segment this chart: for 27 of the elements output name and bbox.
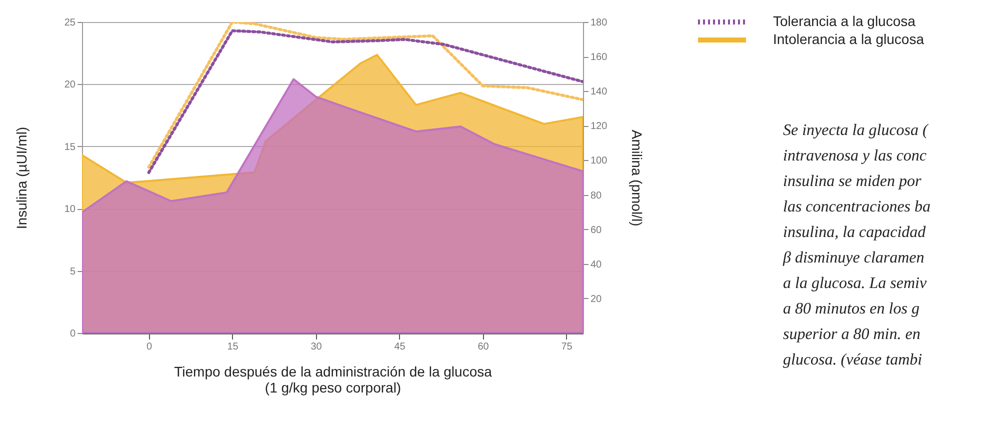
y2-tick-label: 160 — [590, 52, 608, 64]
x-tick-label: 30 — [310, 342, 322, 352]
x-tick-label: 15 — [227, 342, 239, 352]
y-tick-label: 15 — [64, 142, 76, 153]
x-tick-label: 45 — [394, 342, 406, 352]
x-tick-label: 75 — [561, 342, 573, 352]
x-tick-label: 0 — [146, 342, 153, 352]
text: Se inyecta la glucosa ( intravenosa y las conc insulina se miden por las concentraciones ba insulina, la capacidad β disminuye claramen a la glucosa. La semiv a 80 minutos en los g superior a 80 min. en glucosa. (véase tambi — [783, 122, 931, 368]
y2-tick-label: 140 — [590, 86, 608, 98]
y2-tick-label: 120 — [590, 121, 608, 132]
legend-label: Tolerancia a la glucosa — [773, 13, 916, 29]
y-tick-label: 25 — [64, 18, 76, 28]
y-tick-label: 0 — [70, 328, 76, 340]
legend-label: Intolerancia a la glucosa — [773, 31, 924, 47]
y-tick-label: 20 — [64, 80, 76, 91]
y2-tick-label: 60 — [590, 224, 602, 236]
y-tick-label: 5 — [70, 266, 76, 278]
y2-tick-label: 40 — [590, 259, 602, 270]
x-axis-title: Tiempo después de la administración de la glucosa (1 g/kg peso corporal) — [174, 364, 492, 396]
y2-tick-label: 100 — [590, 156, 608, 167]
y2-tick-label: 20 — [590, 294, 602, 305]
y2-tick-label: 180 — [590, 18, 608, 28]
y2-axis-title: Amilina (pmol/l) — [629, 130, 646, 226]
y2-tick-label: 80 — [590, 190, 602, 202]
x-tick-label: 60 — [478, 342, 490, 352]
y-tick-label: 10 — [64, 204, 76, 216]
y-axis-title: Insulina (µUI/ml) — [13, 126, 30, 230]
